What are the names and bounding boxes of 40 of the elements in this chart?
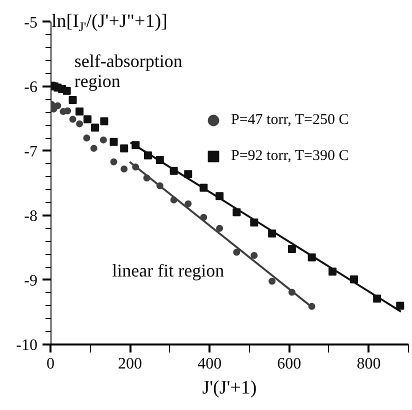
- point: [64, 107, 72, 114]
- y-tick-label: -8: [24, 208, 38, 225]
- point: [120, 144, 128, 152]
- y-tick-label: -5: [24, 14, 38, 32]
- point: [110, 158, 118, 166]
- point: [54, 102, 62, 110]
- x-tick-label: 600: [277, 356, 302, 372]
- point: [83, 115, 92, 124]
- point: [68, 96, 77, 104]
- point: [90, 144, 98, 152]
- point: [288, 245, 296, 253]
- point: [100, 117, 108, 126]
- point: [83, 134, 90, 142]
- legend-label: P=47 torr, T=250 C: [231, 112, 349, 128]
- x-tick-label: 200: [118, 356, 142, 372]
- point: [76, 120, 84, 128]
- point: [76, 108, 84, 116]
- point: [69, 116, 76, 123]
- y-tick-label: -9: [24, 272, 38, 290]
- point: [233, 248, 240, 256]
- point: [62, 86, 71, 95]
- point: [110, 138, 118, 146]
- point: [120, 165, 128, 172]
- y-tick-label: -6: [24, 78, 38, 96]
- x-tick-label: 800: [356, 356, 381, 372]
- x-axis-title: J'(J'+1): [202, 378, 257, 398]
- y-tick-label: -7: [24, 143, 38, 160]
- y-tick-label: -10: [16, 337, 38, 354]
- point: [396, 302, 404, 310]
- x-tick-label: 0: [46, 356, 54, 372]
- annotation: self-absorption region: [74, 50, 182, 91]
- point: [268, 278, 276, 285]
- point: [91, 124, 100, 132]
- annotation: linear fit region: [112, 260, 224, 281]
- x-tick-label: 400: [198, 356, 222, 372]
- point: [184, 200, 192, 208]
- legend-label: P=92 torr, T=390 C: [231, 148, 349, 164]
- point: [250, 252, 258, 259]
- point: [216, 224, 224, 232]
- point: [100, 136, 107, 144]
